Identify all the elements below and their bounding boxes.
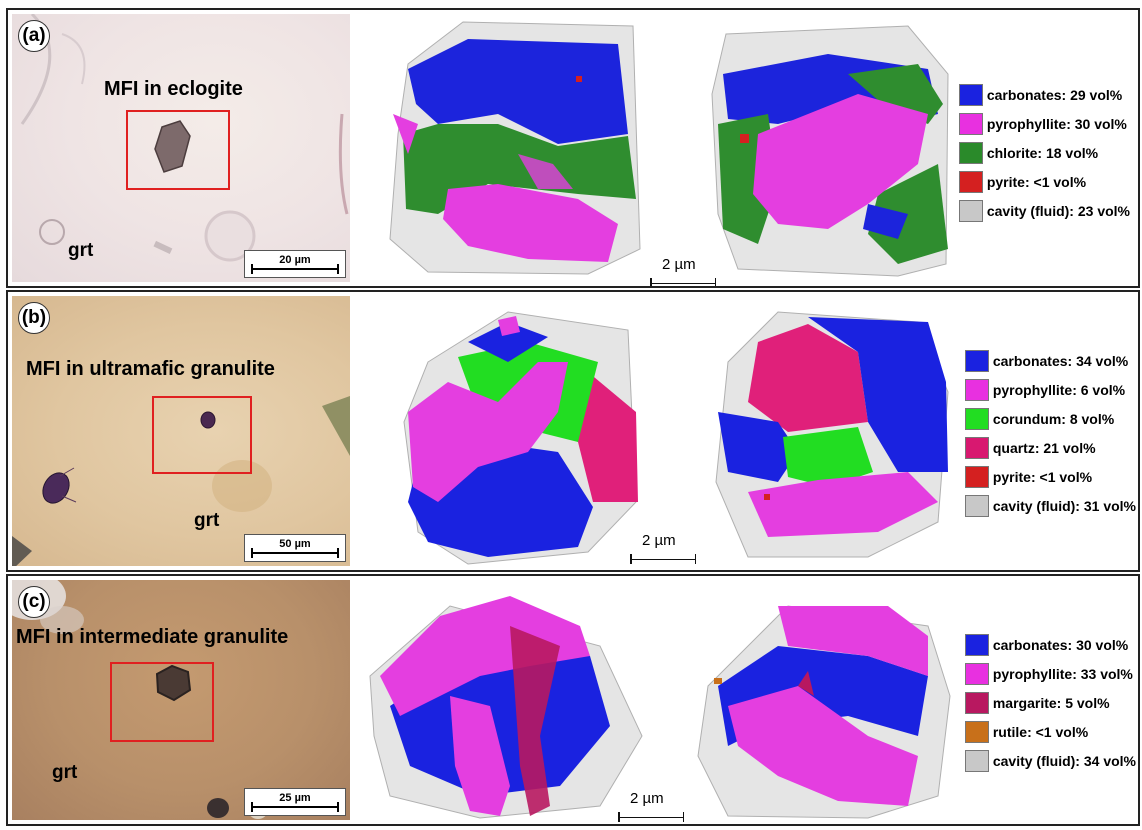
photo-scale-box-c: 25 µm <box>244 788 346 816</box>
model-c-view-1 <box>369 596 643 819</box>
photo-scale-bar-a <box>251 264 339 274</box>
legend-item-carbonates: carbonates: 30 vol% <box>964 630 1136 659</box>
legend-swatch <box>958 83 983 106</box>
legend-swatch <box>964 749 989 772</box>
legend-item-margarite: margarite: 5 vol% <box>964 688 1136 717</box>
model-a-view-2 <box>711 25 949 277</box>
photo-title-b: MFI in ultramafic granulite <box>26 358 275 380</box>
legend-swatch <box>964 720 989 743</box>
legend-b: carbonates: 34 vol% pyrophyllite: 6 vol%… <box>964 346 1136 520</box>
host-label-b: grt <box>194 510 220 531</box>
legend-c: carbonates: 30 vol% pyrophyllite: 33 vol… <box>964 630 1136 775</box>
legend-item-chlorite: chlorite: 18 vol% <box>958 138 1130 167</box>
photo-scale-box-b: 50 µm <box>244 534 346 562</box>
legend-item-pyrophyllite: pyrophyllite: 33 vol% <box>964 659 1136 688</box>
model-scale-label-a: 2 µm <box>662 256 696 273</box>
panel-c: (c) MFI in intermediate granulite grt 25… <box>6 574 1140 826</box>
model-b-view-1 <box>403 311 638 565</box>
micrograph-b-texture <box>12 396 350 566</box>
model-c-view-2 <box>697 605 951 819</box>
model-a-view-1 <box>389 21 641 275</box>
photo-scale-label-a: 20 µm <box>279 254 311 266</box>
legend-swatch <box>964 407 989 430</box>
legend-item-pyrophyllite: pyrophyllite: 30 vol% <box>958 109 1130 138</box>
panel-label-a: (a) <box>18 20 50 52</box>
legend-swatch <box>964 436 989 459</box>
legend-item-pyrite: pyrite: <1 vol% <box>964 462 1136 491</box>
legend-item-carbonates: carbonates: 29 vol% <box>958 80 1130 109</box>
legend-item-rutile: rutile: <1 vol% <box>964 717 1136 746</box>
legend-swatch <box>964 465 989 488</box>
photo-title-c: MFI in intermediate granulite <box>16 626 289 648</box>
model-scale-label-b: 2 µm <box>642 532 676 549</box>
legend-item-quartz: quartz: 21 vol% <box>964 433 1136 462</box>
photo-scale-box-a: 20 µm <box>244 250 346 278</box>
model-scale-bar-b <box>630 548 696 564</box>
legend-swatch <box>958 199 983 222</box>
panel-label-b: (b) <box>18 302 50 334</box>
legend-swatch <box>958 170 983 193</box>
region-of-interest-box-b <box>152 396 252 474</box>
micrograph-c: (c) MFI in intermediate granulite grt 25… <box>12 580 350 820</box>
legend-a: carbonates: 29 vol% pyrophyllite: 30 vol… <box>958 80 1130 225</box>
legend-swatch <box>964 691 989 714</box>
legend-item-carbonates: carbonates: 34 vol% <box>964 346 1136 375</box>
photo-title-a: MFI in eclogite <box>104 78 243 100</box>
legend-item-corundum: corundum: 8 vol% <box>964 404 1136 433</box>
legend-item-pyrite: pyrite: <1 vol% <box>958 167 1130 196</box>
photo-scale-bar-c <box>251 802 339 812</box>
region-of-interest-box-a <box>126 110 230 190</box>
panel-a: (a) MFI in eclogite grt 20 µm 2 µm carbo… <box>6 8 1140 288</box>
legend-item-cavity: cavity (fluid): 23 vol% <box>958 196 1130 225</box>
panel-label-c: (c) <box>18 586 50 618</box>
legend-swatch <box>964 633 989 656</box>
model-b-view-2 <box>715 311 949 558</box>
micrograph-b: (b) MFI in ultramafic granulite grt 50 µ… <box>12 296 350 566</box>
legend-swatch <box>964 494 989 517</box>
panel-b: (b) MFI in ultramafic granulite grt 50 µ… <box>6 290 1140 572</box>
model-scale-bar-a <box>650 272 716 286</box>
legend-item-pyrophyllite: pyrophyllite: 6 vol% <box>964 375 1136 404</box>
host-label-a: grt <box>68 240 94 261</box>
legend-swatch <box>964 662 989 685</box>
legend-swatch <box>964 378 989 401</box>
photo-scale-label-c: 25 µm <box>279 792 311 804</box>
legend-item-cavity: cavity (fluid): 31 vol% <box>964 491 1136 520</box>
host-label-c: grt <box>52 762 78 783</box>
legend-swatch <box>958 112 983 135</box>
photo-scale-label-b: 50 µm <box>279 538 311 550</box>
micrograph-a: (a) MFI in eclogite grt 20 µm <box>12 14 350 282</box>
legend-swatch <box>958 141 983 164</box>
legend-item-cavity: cavity (fluid): 34 vol% <box>964 746 1136 775</box>
micrograph-a-texture <box>20 14 349 262</box>
legend-swatch <box>964 349 989 372</box>
model-scale-label-c: 2 µm <box>630 790 664 807</box>
model-scale-bar-c <box>618 806 684 822</box>
region-of-interest-box-c <box>110 662 214 742</box>
photo-scale-bar-b <box>251 548 339 558</box>
